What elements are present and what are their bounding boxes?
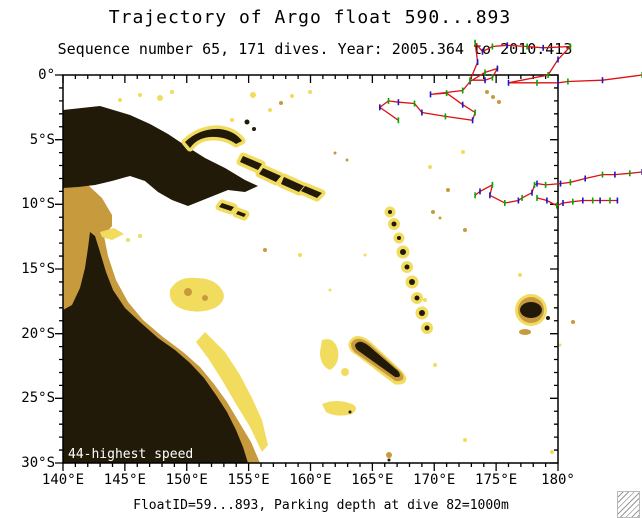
y-tick-label: 25°S <box>21 390 55 407</box>
plot-subtitle: Sequence number 65, 171 dives. Year: 200… <box>57 40 573 58</box>
x-tick-label: 170°E <box>413 472 456 488</box>
landmass-new-guinea <box>63 106 258 206</box>
legend-line-high-speed: High speed = 30.526 <box>68 510 217 518</box>
landmass-vanuatu <box>384 206 433 334</box>
landmass-new-caledonia <box>320 336 407 416</box>
y-tick-label: 10°S <box>21 196 55 213</box>
x-tick-label: 145°E <box>103 472 146 488</box>
reef-torres <box>100 228 124 240</box>
x-tick-label: 140°E <box>41 472 85 488</box>
landmass-solomons <box>236 152 326 202</box>
y-tick-label: 0° <box>38 67 55 83</box>
x-tick-label: 165°E <box>351 472 394 488</box>
reef-louisiades <box>215 199 250 221</box>
resize-grip-icon[interactable] <box>617 491 640 518</box>
x-tick-label: 180° <box>541 472 575 488</box>
landmass-new-britain <box>185 128 242 148</box>
x-tick-label: 160°E <box>289 472 332 488</box>
plot-caption: FloatID=59...893, Parking depth at dive … <box>133 498 509 513</box>
reef-new-britain <box>181 125 246 152</box>
landmass-fiji <box>515 294 547 335</box>
reef-dot <box>184 288 192 296</box>
plot-title: Trajectory of Argo float 590...893 <box>108 7 512 28</box>
y-tick-label: 30°S <box>21 455 55 471</box>
trajectory-8S-segment <box>474 171 642 204</box>
x-tick-label: 155°E <box>227 472 270 488</box>
reef-dot <box>202 295 208 301</box>
y-tick-label: 20°S <box>21 325 55 342</box>
trajectory-10S-segment <box>536 197 618 207</box>
legend-line-highest-speed: 44-highest speed <box>68 447 194 462</box>
landmass-louisiades <box>219 203 246 217</box>
reef-coral-sea-platform <box>169 277 224 312</box>
y-tick-label: 15°S <box>21 261 55 277</box>
x-tick-label: 175°E <box>475 472 518 488</box>
x-tick-label: 150°E <box>165 472 208 488</box>
y-tick-label: 5°S <box>29 131 55 148</box>
speed-legend: 44-highest speed High speed = 30.526 Gri… <box>68 402 217 518</box>
